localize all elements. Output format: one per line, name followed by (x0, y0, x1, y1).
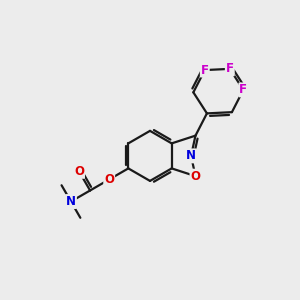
Text: O: O (190, 169, 200, 183)
Text: N: N (186, 149, 196, 162)
Text: O: O (104, 173, 114, 186)
Text: F: F (201, 64, 209, 76)
Text: F: F (239, 83, 247, 96)
Text: N: N (66, 195, 76, 208)
Text: O: O (74, 165, 84, 178)
Text: F: F (226, 62, 234, 75)
